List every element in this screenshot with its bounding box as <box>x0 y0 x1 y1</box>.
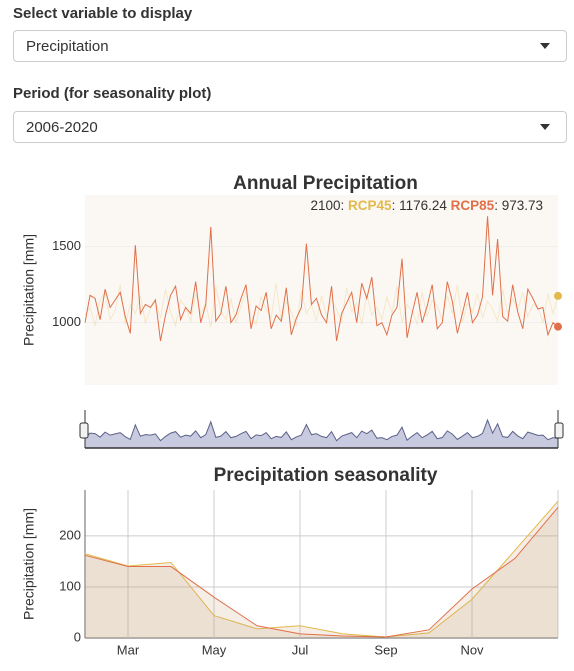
navigator-line <box>84 418 559 442</box>
plot-background <box>85 195 558 385</box>
control-label: Select variable to display <box>13 5 193 22</box>
control-label: Period (for seasonality plot) <box>13 85 212 102</box>
tooltip-part: : <box>494 198 502 213</box>
x-tick-label: May <box>202 642 227 657</box>
area <box>85 501 558 638</box>
x-tick-label: Nov <box>460 642 484 657</box>
navigator-handle <box>554 422 564 439</box>
series-line <box>84 283 559 328</box>
x-tick-label: Sep <box>374 642 397 657</box>
end-point <box>554 291 562 300</box>
chart-title: Precipitation seasonality <box>214 465 438 486</box>
y-tick-label: 0 <box>74 629 81 644</box>
series-line <box>84 216 559 342</box>
dropdown[interactable]: Precipitation <box>13 30 567 62</box>
tooltip: 2100: RCP45: 1176.24 RCP85: 973.73 <box>310 198 543 213</box>
plot-background <box>85 490 558 638</box>
tooltip-part: : <box>341 198 349 213</box>
y-tick-label: 1000 <box>52 314 81 329</box>
area <box>85 507 558 638</box>
y-tick-label: 1500 <box>52 238 81 253</box>
series-line <box>84 507 559 638</box>
x-tick-label: Jul <box>292 642 309 657</box>
y-tick-label: 200 <box>59 527 81 542</box>
tooltip-part: RCP45 <box>348 198 392 213</box>
tooltip-part: : <box>392 198 400 213</box>
navigator-handle <box>79 422 89 439</box>
y-tick-label: 100 <box>59 578 81 593</box>
tooltip-part: 973.73 <box>502 198 543 213</box>
navigator-area <box>85 420 558 448</box>
tooltip-part: 1176.24 <box>399 198 447 213</box>
x-tick-label: Mar <box>117 642 140 657</box>
dropdown[interactable]: 2006-2020 <box>13 111 567 143</box>
end-point <box>554 322 562 331</box>
y-axis-label: Precipitation [mm] <box>21 234 37 346</box>
chart-title: Annual Precipitation <box>233 173 418 194</box>
y-axis-label: Precipitation [mm] <box>21 508 37 620</box>
tooltip-part: RCP85 <box>451 198 495 213</box>
tooltip-part: 2100 <box>310 198 340 213</box>
series-line <box>84 500 559 638</box>
